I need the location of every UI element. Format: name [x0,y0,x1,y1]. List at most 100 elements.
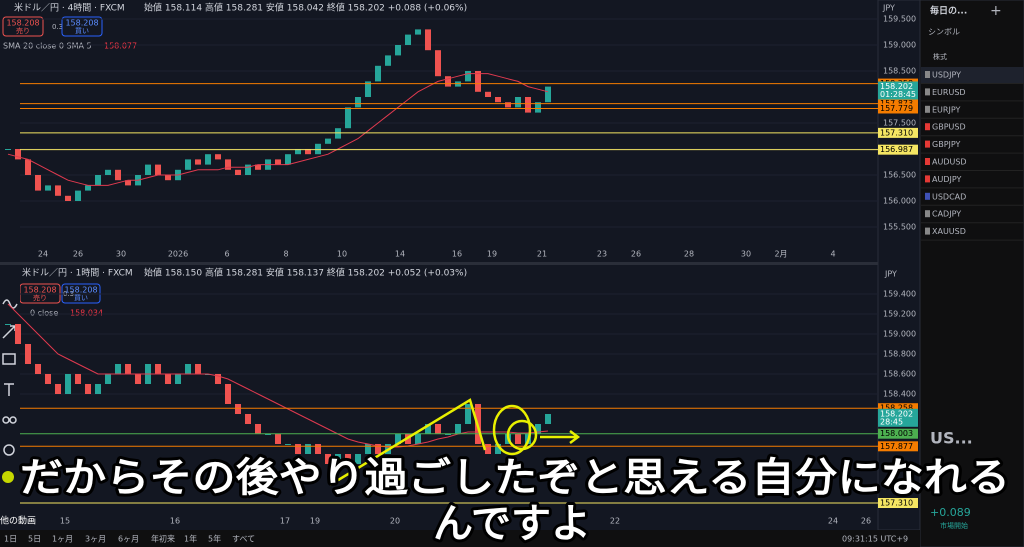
tool-rotate[interactable] [3,444,15,456]
range-button[interactable]: 5年 [208,534,221,544]
candle [445,434,451,435]
level-tag [878,103,918,114]
watchlist-symbol[interactable]: GBPJPY [932,140,961,149]
date-tick-label: 26 [861,517,871,526]
watchlist-symbol[interactable]: EURJPY [932,105,960,114]
sma-line [7,73,549,186]
candle [465,71,471,82]
watchlist-symbol[interactable]: USDCAD [932,192,966,201]
candle [35,364,41,374]
date-tick-label: 16 [452,250,462,259]
candle [115,169,121,181]
sell-button[interactable] [2,16,44,37]
candle [255,424,261,434]
date-tick-label: 21 [537,250,547,259]
countdown: 28:45 [880,417,903,426]
date-tick-label: 8 [283,250,288,259]
candle [365,444,371,454]
range-button[interactable]: すべて [232,535,255,544]
candle [305,444,311,454]
current-price: 158.202 [880,82,913,91]
range-button[interactable]: 年初来 [151,534,175,544]
date-tick-label: 10 [337,250,347,259]
candle [125,364,131,374]
range-button[interactable]: 5日 [28,535,41,544]
watchlist-symbol[interactable]: CADJPY [932,210,961,219]
current-price-tag [878,81,918,100]
date-tick-label: 17 [280,517,290,526]
candle [355,97,361,108]
watchlist-symbol[interactable]: GBPUSD [932,123,966,132]
candle [295,444,301,454]
tool-pattern[interactable] [2,416,10,424]
tool-text[interactable] [4,383,14,396]
candle [185,159,191,170]
countdown: 01:28:45 [880,90,916,99]
candle [515,97,521,108]
candle [425,424,431,434]
watchlist-symbol[interactable]: AUDJPY [932,175,961,184]
candle [225,384,231,404]
candle [335,454,341,464]
level-label: 157.310 [880,128,913,137]
watchlist-symbol[interactable]: USDJPY [932,71,961,80]
watchlist-symbol[interactable]: XAUUSD [932,227,966,236]
watchlist-title[interactable]: 毎日の... [930,5,967,17]
zigzag [329,398,487,487]
candle [295,149,301,155]
candle [285,154,291,165]
price-tick-label: 159.200 [883,310,916,319]
candle [275,159,281,165]
sidebar [919,0,1024,547]
tool-rect[interactable] [2,353,16,365]
price-tick-label: 159.500 [883,15,916,24]
tool-play[interactable] [2,471,14,483]
sell-price: 158.208 [23,286,56,295]
candle [235,404,241,414]
indicator: SMA 20 close 0 SMA 5 [3,42,92,51]
candle [185,364,191,374]
spread: 0.3 [52,23,63,31]
date-tick-label: 15 [60,517,70,526]
date-tick-label: 30 [741,250,751,259]
candle [245,414,251,424]
candle [425,29,431,51]
candle [535,424,541,434]
price-tick-label: 156.000 [883,197,916,206]
column-header: シンボル [928,28,960,37]
level-tag [878,498,918,508]
candle [65,374,71,394]
flag [925,158,930,165]
candle [75,374,81,384]
indicator: 0 close [30,309,58,318]
range-button[interactable]: 1年 [184,534,197,544]
watchlist-symbol[interactable]: EURUSD [932,88,966,97]
circle [492,404,532,456]
current-price: 158.202 [880,409,913,418]
candle [125,180,131,186]
date-tick-label: 20 [390,517,400,526]
range-button[interactable]: 6ヶ月 [118,535,139,544]
drawing-toolbar [0,268,20,530]
level-tag [878,403,918,414]
flag [925,192,930,200]
add-icon[interactable]: + [990,3,1002,19]
range-button[interactable]: 3ヶ月 [85,535,106,544]
currency: JPY [882,4,895,13]
candle [55,185,61,196]
candle [325,454,331,464]
date-tick-label: 26 [73,250,83,259]
watchlist-symbol[interactable]: AUDUSD [932,158,967,167]
buy-button[interactable] [61,16,103,37]
candle [375,65,381,82]
sell-label: 売り [33,293,47,302]
tool-curve[interactable] [2,299,18,309]
range-button[interactable]: 1日 [4,535,17,544]
price-tick-label: 159.000 [883,330,916,339]
other-videos[interactable]: 他の動画 [0,515,36,527]
candle [195,364,201,374]
range-button[interactable]: 1ヶ月 [52,535,73,544]
candle [95,384,101,394]
buy-price: 158.208 [65,19,98,28]
